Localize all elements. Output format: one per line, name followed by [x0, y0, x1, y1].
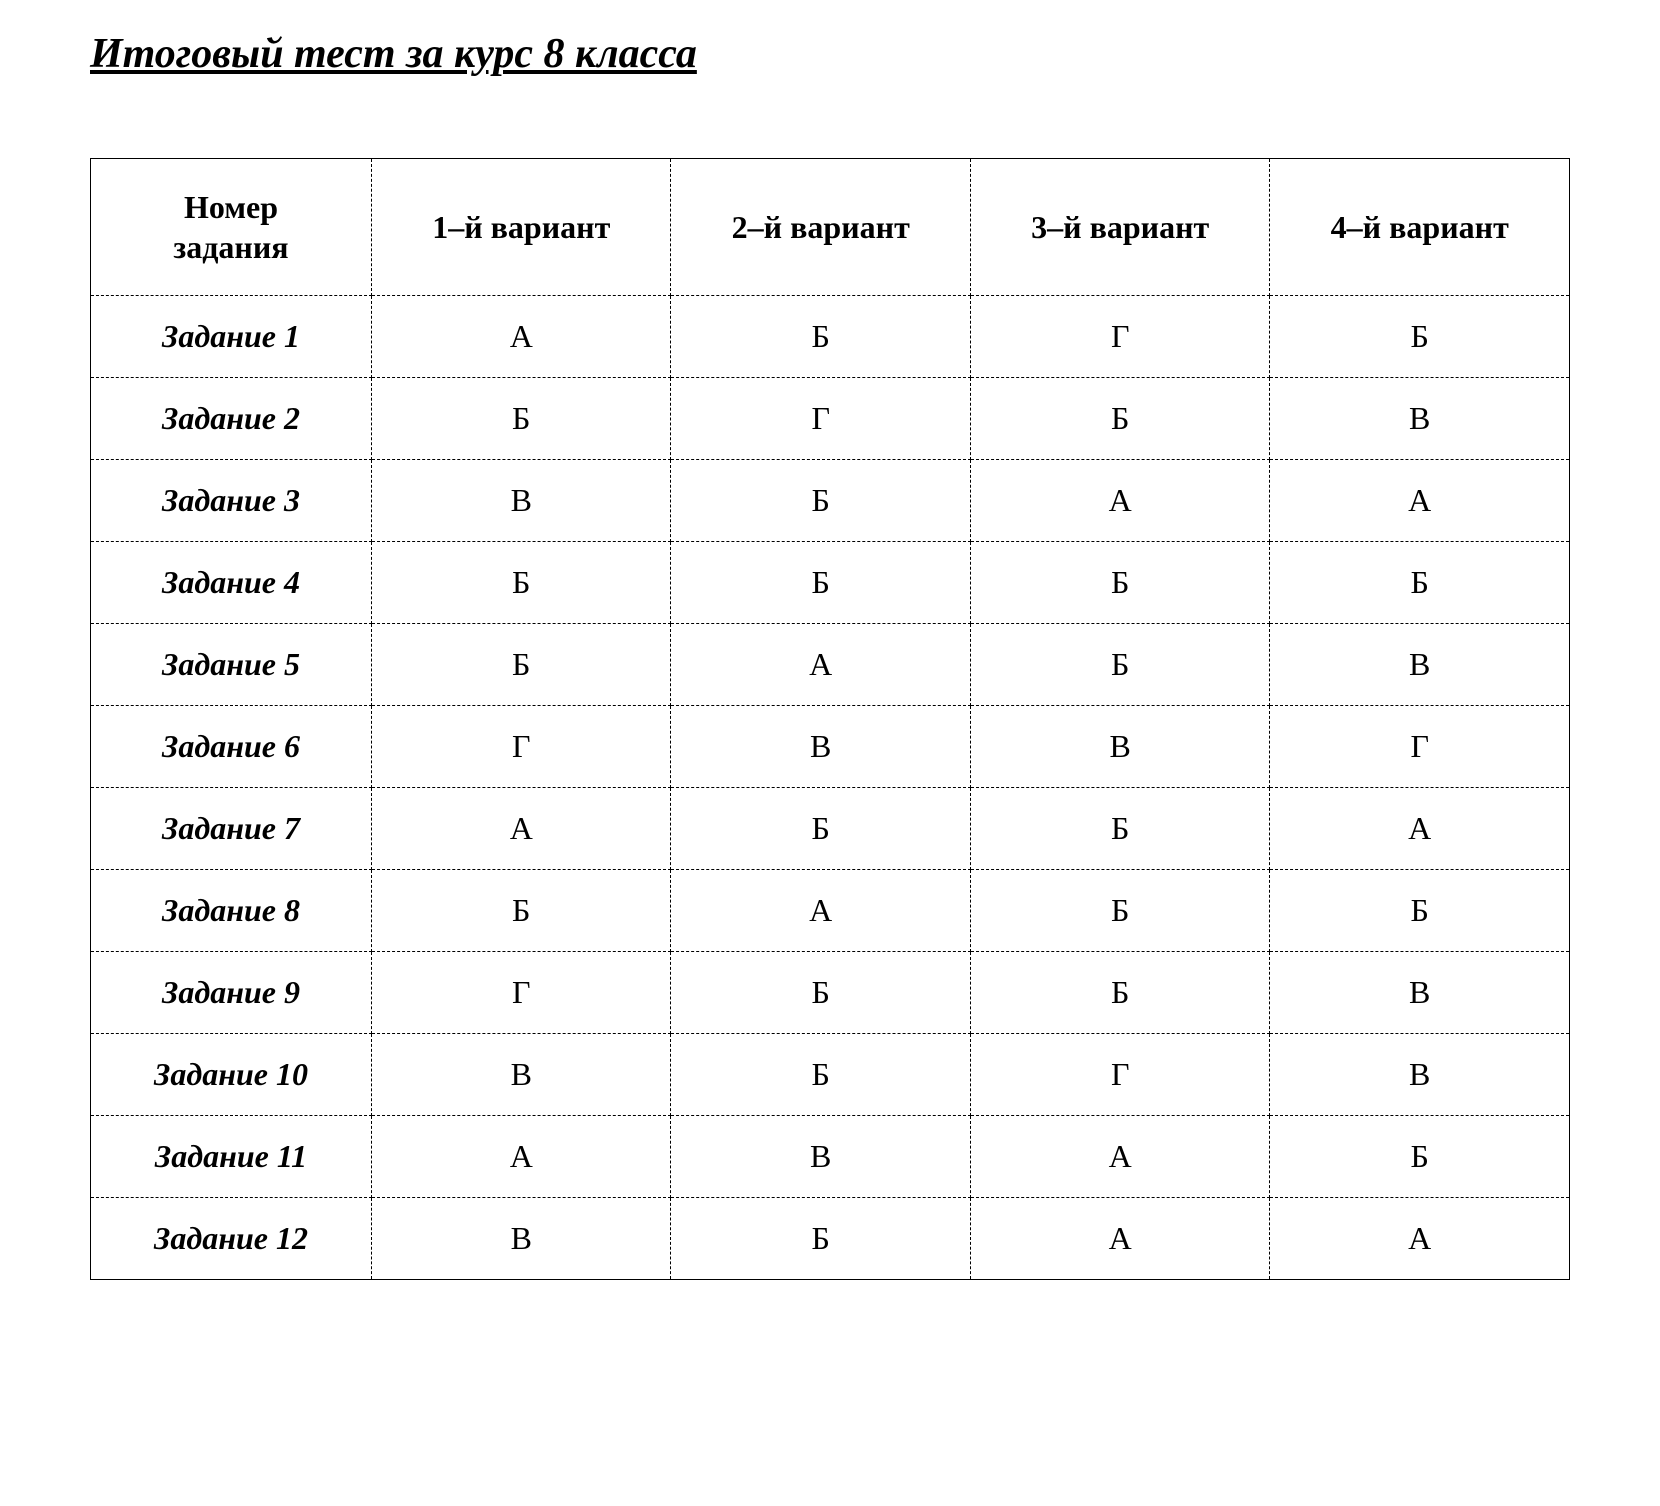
table-body: Задание 1 А Б Г Б Задание 2 Б Г Б В Зада… [91, 296, 1570, 1280]
answer-cell: В [671, 1116, 970, 1198]
answer-cell: А [372, 788, 671, 870]
row-label: Задание 1 [91, 296, 372, 378]
answer-cell: Б [372, 378, 671, 460]
row-label: Задание 4 [91, 542, 372, 624]
answer-cell: Б [1270, 542, 1570, 624]
col-header-task-number: Номер задания [91, 159, 372, 296]
answer-cell: Б [970, 952, 1269, 1034]
answer-cell: Б [671, 1198, 970, 1280]
answer-cell: А [970, 1198, 1269, 1280]
col-header-variant-1: 1–й вариант [372, 159, 671, 296]
table-header-row: Номер задания 1–й вариант 2–й вариант 3–… [91, 159, 1570, 296]
answer-cell: Б [671, 542, 970, 624]
answer-cell: А [671, 870, 970, 952]
table-row: Задание 12 В Б А А [91, 1198, 1570, 1280]
answer-cell: Б [970, 624, 1269, 706]
row-label: Задание 9 [91, 952, 372, 1034]
col-header-line1: 1–й вариант [382, 207, 660, 247]
answer-cell: Г [970, 296, 1269, 378]
row-label: Задание 2 [91, 378, 372, 460]
answer-cell: А [1270, 788, 1570, 870]
answer-cell: Б [970, 378, 1269, 460]
row-label: Задание 10 [91, 1034, 372, 1116]
answer-cell: Б [372, 870, 671, 952]
answer-cell: А [671, 624, 970, 706]
answer-cell: Г [372, 706, 671, 788]
answer-cell: Б [1270, 870, 1570, 952]
answer-cell: Б [372, 624, 671, 706]
answer-cell: Б [372, 542, 671, 624]
answer-cell: В [1270, 1034, 1570, 1116]
answer-cell: Б [671, 952, 970, 1034]
answers-table: Номер задания 1–й вариант 2–й вариант 3–… [90, 158, 1570, 1280]
answer-cell: А [372, 1116, 671, 1198]
col-header-line2: задания [101, 227, 361, 267]
answer-cell: В [372, 1198, 671, 1280]
answer-cell: В [970, 706, 1269, 788]
col-header-variant-2: 2–й вариант [671, 159, 970, 296]
answer-cell: Б [671, 460, 970, 542]
table-row: Задание 2 Б Г Б В [91, 378, 1570, 460]
answer-cell: В [1270, 952, 1570, 1034]
table-head: Номер задания 1–й вариант 2–й вариант 3–… [91, 159, 1570, 296]
table-row: Задание 3 В Б А А [91, 460, 1570, 542]
page: Итоговый тест за курс 8 класса Номер зад… [0, 0, 1660, 1320]
row-label: Задание 7 [91, 788, 372, 870]
col-header-line1: 3–й вариант [981, 207, 1259, 247]
answer-cell: Б [671, 788, 970, 870]
row-label: Задание 8 [91, 870, 372, 952]
answer-cell: А [970, 1116, 1269, 1198]
col-header-line1: 2–й вариант [681, 207, 959, 247]
answer-cell: В [1270, 378, 1570, 460]
table-row: Задание 7 А Б Б А [91, 788, 1570, 870]
row-label: Задание 5 [91, 624, 372, 706]
col-header-line1: 4–й вариант [1280, 207, 1559, 247]
row-label: Задание 11 [91, 1116, 372, 1198]
answer-cell: А [372, 296, 671, 378]
page-title: Итоговый тест за курс 8 класса [90, 30, 1570, 78]
answer-cell: А [1270, 1198, 1570, 1280]
row-label: Задание 12 [91, 1198, 372, 1280]
answer-cell: Б [1270, 296, 1570, 378]
table-row: Задание 9 Г Б Б В [91, 952, 1570, 1034]
answer-cell: Б [970, 542, 1269, 624]
answer-cell: Б [671, 296, 970, 378]
answer-cell: В [1270, 624, 1570, 706]
answer-cell: Б [970, 788, 1269, 870]
answer-cell: Б [1270, 1116, 1570, 1198]
col-header-line1: Номер [101, 187, 361, 227]
answer-cell: Г [372, 952, 671, 1034]
table-row: Задание 5 Б А Б В [91, 624, 1570, 706]
table-row: Задание 11 А В А Б [91, 1116, 1570, 1198]
table-row: Задание 6 Г В В Г [91, 706, 1570, 788]
answer-cell: Г [1270, 706, 1570, 788]
table-row: Задание 1 А Б Г Б [91, 296, 1570, 378]
table-row: Задание 8 Б А Б Б [91, 870, 1570, 952]
answer-cell: Г [671, 378, 970, 460]
answer-cell: В [671, 706, 970, 788]
answer-cell: Г [970, 1034, 1269, 1116]
col-header-variant-4: 4–й вариант [1270, 159, 1570, 296]
table-row: Задание 4 Б Б Б Б [91, 542, 1570, 624]
row-label: Задание 6 [91, 706, 372, 788]
answer-cell: В [372, 460, 671, 542]
table-row: Задание 10 В Б Г В [91, 1034, 1570, 1116]
answer-cell: Б [671, 1034, 970, 1116]
answer-cell: В [372, 1034, 671, 1116]
answer-cell: Б [970, 870, 1269, 952]
answer-cell: А [1270, 460, 1570, 542]
answer-cell: А [970, 460, 1269, 542]
col-header-variant-3: 3–й вариант [970, 159, 1269, 296]
row-label: Задание 3 [91, 460, 372, 542]
